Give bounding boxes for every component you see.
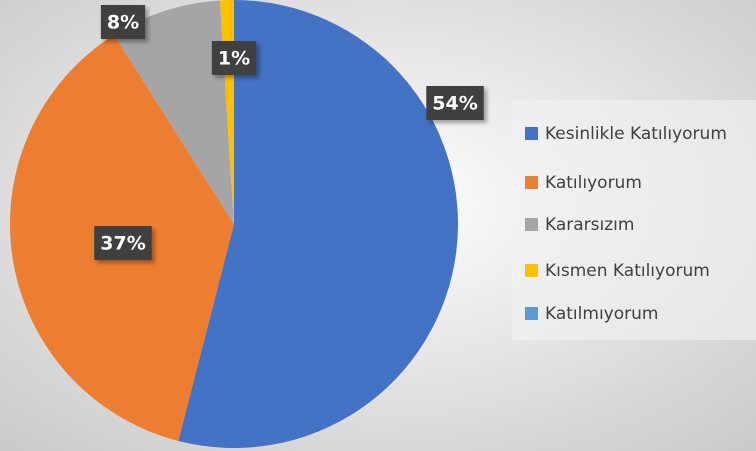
legend-label: Katılmıyorum — [545, 304, 658, 324]
data-label-box — [211, 41, 257, 75]
data-label: 54% — [426, 86, 484, 120]
data-label-box — [94, 226, 152, 260]
data-label-text: 54% — [432, 93, 477, 115]
pie-slice — [178, 0, 458, 448]
data-label-box — [100, 5, 146, 39]
legend-swatch — [525, 218, 538, 231]
legend-swatch — [525, 127, 538, 140]
legend-label: Katılıyorum — [545, 173, 642, 193]
pie-slice — [113, 0, 234, 224]
legend-swatch — [525, 264, 538, 277]
legend-box — [512, 100, 756, 340]
legend-label: Kararsızım — [545, 215, 634, 235]
legend-swatch — [525, 307, 538, 320]
data-label: 8% — [100, 5, 146, 39]
legend-label: Kısmen Katılıyorum — [545, 261, 710, 281]
data-label-text: 8% — [107, 12, 139, 34]
data-label-box — [426, 86, 484, 120]
legend-label: Kesinlikle Katılıyorum — [545, 124, 727, 144]
data-label: 37% — [94, 226, 152, 260]
legend-swatch — [525, 176, 538, 189]
data-label: 1% — [211, 41, 257, 75]
data-label-text: 37% — [100, 233, 145, 255]
data-label-text: 1% — [218, 48, 250, 70]
